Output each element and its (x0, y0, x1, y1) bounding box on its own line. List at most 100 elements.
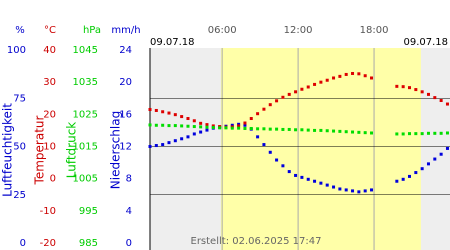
data-point (332, 129, 336, 133)
data-point (351, 130, 355, 134)
data-point (256, 135, 260, 139)
data-point (268, 150, 272, 154)
y-tick-label: 1005 (73, 174, 98, 185)
data-point (445, 146, 449, 150)
data-point (192, 132, 196, 136)
y-tick-label: -20 (40, 238, 56, 249)
data-point (148, 123, 152, 127)
data-point (256, 127, 260, 131)
y-tick-label: 20 (43, 109, 56, 120)
data-point (262, 127, 266, 131)
data-point (173, 113, 177, 117)
data-point (363, 74, 367, 78)
y-tick-label: 25 (13, 190, 26, 201)
data-point (332, 185, 336, 189)
data-point (167, 111, 171, 115)
data-point (268, 127, 272, 131)
data-point (173, 124, 177, 128)
data-point (243, 126, 247, 130)
data-point (161, 110, 165, 114)
data-point (148, 145, 152, 148)
y-tick-label: 985 (79, 238, 98, 249)
data-point (338, 129, 342, 133)
data-point (161, 123, 165, 127)
data-point (319, 181, 323, 185)
axis-unit: hPa (83, 25, 101, 36)
data-point (370, 76, 374, 80)
data-point (401, 132, 405, 136)
data-point (224, 126, 228, 130)
data-point (205, 128, 209, 132)
data-point (243, 121, 247, 125)
data-point (205, 125, 209, 129)
data-point (199, 130, 203, 134)
data-point (332, 76, 336, 80)
data-point (281, 164, 285, 168)
data-point (262, 143, 266, 147)
data-point (249, 126, 253, 130)
y-tick-label: 0 (20, 238, 26, 249)
data-point (256, 112, 260, 116)
data-point (287, 92, 291, 96)
data-point (445, 102, 449, 106)
data-point (357, 130, 361, 134)
data-point (154, 144, 158, 148)
data-point (433, 157, 437, 161)
data-point (161, 143, 165, 147)
data-point (306, 177, 310, 181)
data-point (395, 132, 399, 136)
y-tick-label: 10 (43, 142, 56, 153)
data-point (268, 103, 272, 107)
data-point (395, 84, 399, 88)
axis-title: Niederschlag (109, 111, 123, 189)
data-point (180, 137, 184, 141)
y-tick-label: 4 (126, 206, 132, 217)
data-point (414, 132, 418, 136)
data-point (199, 121, 203, 125)
data-point (407, 132, 411, 136)
axis-unit: °C (44, 25, 56, 36)
data-point (211, 126, 215, 130)
data-point (148, 108, 152, 112)
y-tick-label: -10 (40, 206, 56, 217)
date-left: 09.07.18 (150, 37, 195, 48)
y-tick-label: 12 (119, 142, 132, 153)
daylight (220, 48, 421, 250)
axis-title: Temperatur (33, 115, 47, 185)
data-point (344, 130, 348, 134)
data-point (357, 190, 361, 194)
data-point (370, 131, 374, 135)
data-point (306, 85, 310, 89)
y-tick-label: 8 (126, 174, 132, 185)
axis-unit: % (15, 25, 25, 36)
data-point (401, 177, 405, 181)
data-point (306, 128, 310, 132)
data-point (237, 122, 241, 126)
data-point (294, 128, 298, 132)
axis-title: Luftdruck (65, 122, 79, 179)
data-point (275, 158, 279, 162)
data-point (287, 170, 291, 174)
data-point (167, 124, 171, 128)
data-point (338, 187, 342, 191)
data-point (313, 82, 317, 86)
y-tick-label: 100 (7, 45, 26, 56)
y-tick-label: 0 (50, 174, 56, 185)
x-tick-label: 12:00 (284, 25, 313, 36)
data-point (300, 175, 304, 179)
data-point (401, 85, 405, 89)
data-point (300, 128, 304, 132)
data-point (433, 96, 437, 100)
data-point (243, 123, 247, 127)
data-point (363, 189, 367, 193)
data-point (281, 127, 285, 131)
data-point (414, 88, 418, 92)
data-point (325, 129, 329, 133)
y-tick-label: 50 (13, 142, 26, 153)
data-point (338, 74, 342, 78)
data-point (294, 173, 298, 177)
data-point (237, 124, 241, 128)
data-point (300, 87, 304, 91)
y-tick-label: 30 (43, 77, 56, 88)
data-point (173, 139, 177, 143)
